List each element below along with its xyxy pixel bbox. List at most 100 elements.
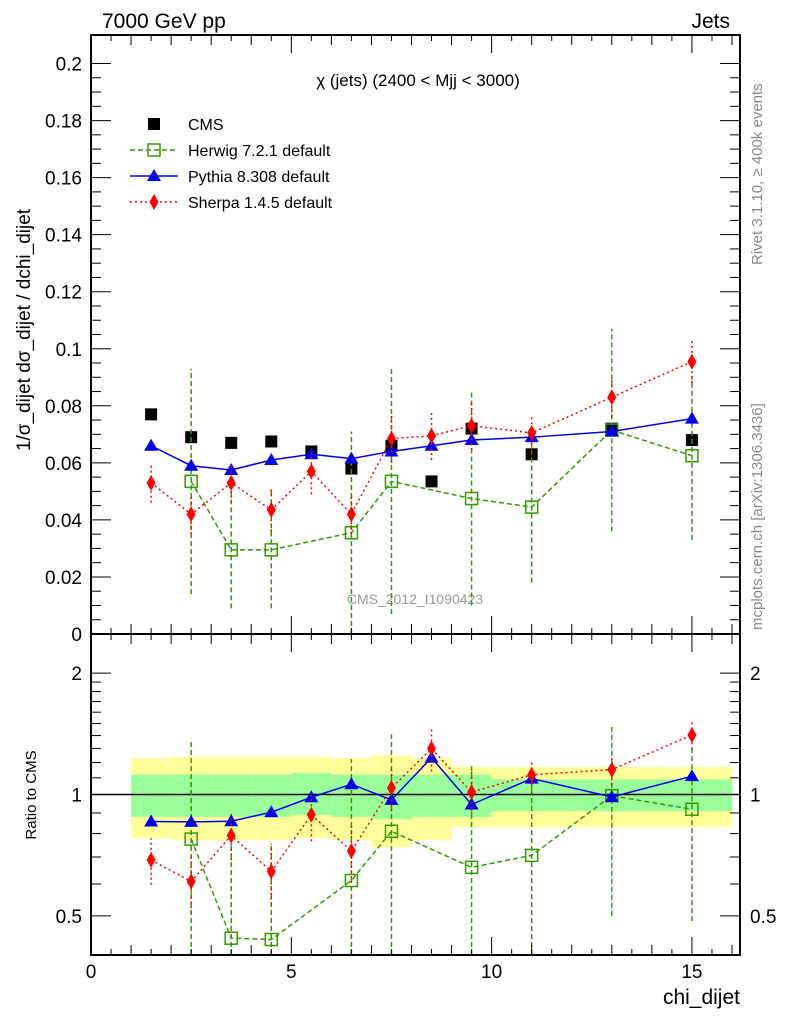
sherpa-marker — [386, 779, 396, 796]
sherpa-marker — [427, 740, 437, 757]
sherpa-marker — [386, 430, 396, 447]
sherpa-marker — [467, 784, 477, 801]
herwig-marker — [464, 491, 479, 506]
sherpa-line — [150, 734, 693, 883]
sherpa-marker — [687, 353, 697, 370]
sherpa-marker — [226, 827, 236, 844]
sherpa-marker — [146, 474, 156, 491]
ratio-y-tick-label: 0.5 — [56, 907, 82, 928]
ratio-y-tick-label-right: 1 — [750, 786, 761, 807]
sherpa-marker — [527, 766, 537, 783]
pythia-marker — [384, 444, 399, 457]
rivet-label: Rivet 3.1.10, ≥ 400k events — [749, 83, 766, 265]
sherpa-marker — [427, 427, 437, 444]
y-tick-label: 0.1 — [56, 340, 82, 361]
y-tick-label: 0.16 — [45, 169, 82, 190]
pythia-marker — [184, 814, 199, 827]
ratio-ylabel: Ratio to CMS — [23, 750, 40, 839]
herwig-marker — [685, 802, 699, 817]
pythia-line — [151, 756, 693, 823]
pythia-marker — [264, 453, 279, 466]
pythia-marker — [144, 814, 159, 827]
cms-marker — [148, 118, 160, 130]
cms-marker — [425, 475, 438, 488]
pythia-marker — [144, 438, 159, 451]
herwig-marker — [184, 474, 198, 489]
herwig-marker — [184, 832, 198, 846]
sherpa-marker — [346, 506, 356, 523]
sherpa-marker — [149, 194, 159, 210]
ratio-y-tick-label-right: 2 — [750, 664, 761, 685]
pythia-marker — [184, 458, 199, 471]
cms-marker — [225, 436, 238, 449]
herwig-marker — [224, 543, 238, 557]
pythia-marker — [264, 805, 279, 818]
herwig-marker — [264, 543, 279, 557]
pythia-marker — [684, 769, 699, 782]
cms-marker — [345, 462, 358, 475]
herwig-marker — [264, 932, 279, 947]
herwig-marker — [344, 873, 359, 888]
pythia-marker — [604, 789, 619, 802]
sherpa-marker — [266, 501, 276, 518]
y-tick-label: 0.2 — [56, 55, 82, 76]
header-right: Jets — [691, 10, 730, 33]
pythia-marker — [344, 451, 359, 464]
stat-uncertainty-band — [131, 774, 172, 817]
herwig-line — [190, 794, 693, 941]
pythia-marker — [224, 462, 239, 475]
watermark: CMS_2012_I1090423 — [347, 591, 483, 607]
sherpa-marker — [527, 424, 537, 441]
herwig-marker — [147, 143, 161, 157]
sherpa-marker — [226, 474, 236, 491]
herwig-marker — [344, 525, 359, 540]
stat-uncertainty-band — [211, 774, 252, 817]
herwig-marker — [524, 500, 539, 514]
cms-marker — [145, 408, 158, 421]
x-tick-label: 10 — [481, 962, 502, 983]
herwig-marker — [384, 824, 399, 839]
pythia-marker — [604, 424, 619, 437]
sherpa-marker — [146, 851, 156, 868]
y-tick-label: 0.12 — [45, 283, 82, 304]
herwig-marker — [384, 474, 399, 489]
y-tick-label: 0.04 — [45, 511, 82, 532]
herwig-marker — [524, 848, 539, 863]
sherpa-marker — [346, 843, 356, 860]
y-tick-label: 0.02 — [45, 568, 82, 589]
sherpa-marker — [186, 873, 196, 890]
sherpa-marker — [607, 389, 617, 406]
sherpa-marker — [266, 863, 276, 880]
sherpa-marker — [306, 806, 316, 823]
pythia-marker — [344, 777, 359, 790]
pythia-line — [150, 417, 693, 471]
header-left: 7000 GeV pp — [102, 10, 226, 33]
y-tick-label: 0.18 — [45, 112, 82, 133]
pythia-marker — [684, 411, 699, 424]
sherpa-marker — [306, 463, 316, 480]
y-tick-label: 0 — [71, 625, 82, 646]
ratio-y-tick-label: 1 — [71, 786, 82, 807]
legend-label-sherpa: Sherpa 1.4.5 default — [188, 195, 333, 212]
pythia-marker — [424, 750, 439, 763]
y-tick-label: 0.14 — [45, 226, 82, 247]
legend-label-pythia: Pythia 8.308 default — [188, 169, 330, 186]
herwig-line — [190, 429, 693, 551]
herwig-marker — [464, 860, 479, 875]
main-title: χ (jets) (2400 < Mjj < 3000) — [316, 71, 520, 90]
ratio-y-tick-label: 2 — [71, 664, 82, 685]
mcplots-label: mcplots.cern.ch [arXiv:1306.3436] — [749, 403, 766, 630]
sherpa-marker — [687, 727, 697, 744]
sherpa-marker — [467, 417, 477, 434]
legend-label-herwig: Herwig 7.2.1 default — [188, 143, 331, 160]
herwig-marker — [224, 931, 238, 945]
main-ylabel: 1/σ_dijet dσ_dijet / dchi_dijet — [14, 208, 35, 451]
x-tick-label: 0 — [86, 962, 97, 983]
xlabel: chi_dijet — [663, 986, 740, 1009]
ratio-y-tick-label-right: 0.5 — [750, 907, 776, 928]
stat-uncertainty-band — [411, 774, 452, 817]
sherpa-marker — [607, 761, 617, 778]
legend-label-cms: CMS — [188, 117, 224, 134]
y-tick-label: 0.06 — [45, 454, 82, 475]
